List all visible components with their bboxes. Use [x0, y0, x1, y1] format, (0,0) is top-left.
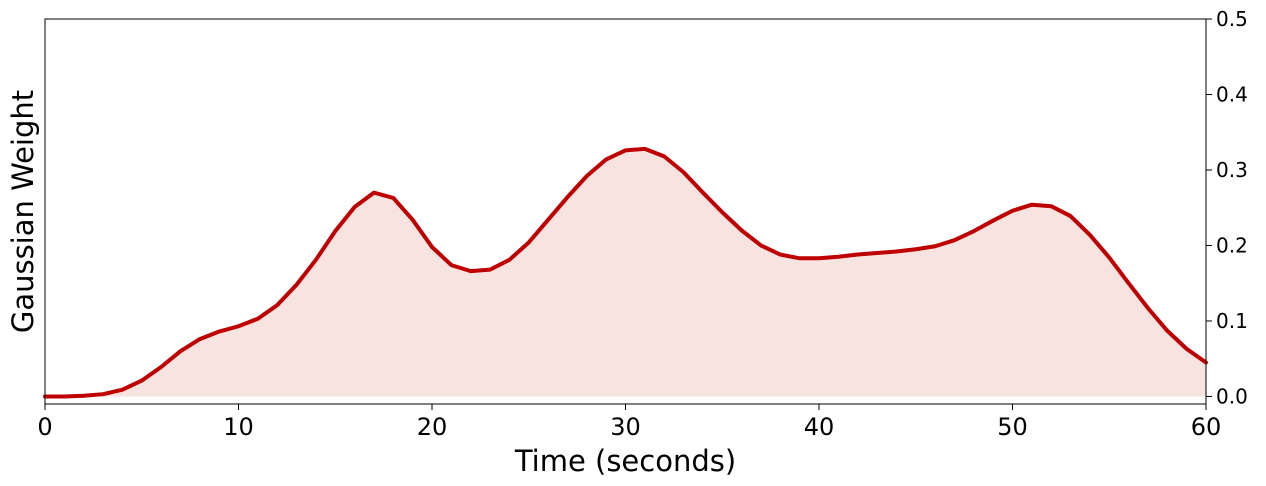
- y-tick-label: 0.5: [1216, 7, 1248, 31]
- y-axis-label: Gaussian Weight: [6, 90, 40, 333]
- x-tick-label: 10: [223, 413, 254, 441]
- x-tick-label: 50: [997, 413, 1028, 441]
- y-tick-label: 0.1: [1216, 309, 1248, 333]
- x-tick-label: 60: [1191, 413, 1222, 441]
- x-axis: 0 10 20 30 40 50 60: [37, 404, 1221, 441]
- x-axis-label: Time (seconds): [514, 444, 736, 478]
- x-tick-label: 40: [804, 413, 835, 441]
- y-tick-label: 0.3: [1216, 158, 1248, 182]
- area-fill: [45, 148, 1206, 397]
- x-tick-label: 0: [37, 413, 52, 441]
- series-line: [43, 146, 1208, 399]
- y-tick-label: 0.4: [1216, 82, 1248, 106]
- y-tick-label: 0.0: [1216, 384, 1248, 408]
- x-tick-label: 30: [610, 413, 641, 441]
- y-axis: 0.0 0.1 0.2 0.3 0.4 0.5: [1206, 7, 1248, 408]
- x-tick-label: 20: [417, 413, 448, 441]
- y-tick-label: 0.2: [1216, 233, 1248, 257]
